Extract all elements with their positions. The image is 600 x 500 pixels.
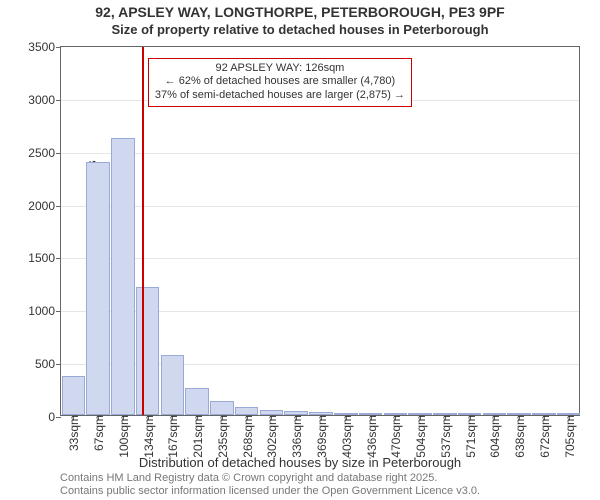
x-tick-label: 537sqm: [439, 415, 453, 458]
y-tick-label: 2000: [28, 199, 55, 213]
y-tick-label: 0: [48, 410, 55, 424]
x-tick-label: 134sqm: [142, 415, 156, 458]
y-tick-label: 3500: [28, 40, 55, 54]
x-axis-label: Distribution of detached houses by size …: [0, 455, 600, 470]
x-tick-label: 470sqm: [389, 415, 403, 458]
y-tick-label: 2500: [28, 146, 55, 160]
x-tick-label: 436sqm: [365, 415, 379, 458]
bar: [161, 355, 185, 415]
bar: [62, 376, 86, 415]
bar: [86, 162, 110, 415]
chart-container: 92, APSLEY WAY, LONGTHORPE, PETERBOROUGH…: [0, 0, 600, 500]
plot-area: 050010001500200025003000350033sqm67sqm10…: [60, 46, 580, 416]
footnote: Contains HM Land Registry data © Crown c…: [60, 472, 480, 498]
property-marker-line: [142, 47, 144, 415]
x-tick-label: 100sqm: [117, 415, 131, 458]
bar: [136, 287, 160, 415]
x-tick-label: 67sqm: [92, 415, 106, 451]
y-tick: [56, 417, 61, 418]
footnote-line-2: Contains public sector information licen…: [60, 485, 480, 498]
x-tick-label: 336sqm: [290, 415, 304, 458]
x-tick-label: 167sqm: [166, 415, 180, 458]
chart-title: 92, APSLEY WAY, LONGTHORPE, PETERBOROUGH…: [0, 4, 600, 38]
y-tick-label: 3000: [28, 93, 55, 107]
x-tick-label: 235sqm: [216, 415, 230, 458]
x-tick-label: 201sqm: [191, 415, 205, 458]
x-tick-label: 268sqm: [241, 415, 255, 458]
x-tick-label: 604sqm: [488, 415, 502, 458]
x-tick-label: 369sqm: [315, 415, 329, 458]
annotation-header: 92 APSLEY WAY: 126sqm: [155, 62, 405, 76]
footnote-line-1: Contains HM Land Registry data © Crown c…: [60, 472, 480, 485]
y-tick-label: 1000: [28, 304, 55, 318]
x-tick-label: 672sqm: [538, 415, 552, 458]
y-tick-label: 1500: [28, 251, 55, 265]
title-line-2: Size of property relative to detached ho…: [0, 22, 600, 38]
x-tick-label: 638sqm: [513, 415, 527, 458]
y-tick-label: 500: [35, 357, 55, 371]
x-tick-label: 571sqm: [464, 415, 478, 458]
bar: [111, 138, 135, 415]
title-line-1: 92, APSLEY WAY, LONGTHORPE, PETERBOROUGH…: [0, 4, 600, 22]
x-tick-label: 504sqm: [414, 415, 428, 458]
x-tick-label: 302sqm: [265, 415, 279, 458]
bar: [210, 401, 234, 415]
bar: [185, 388, 209, 415]
bar: [235, 407, 259, 415]
x-tick-label: 705sqm: [563, 415, 577, 458]
annotation-larger: 37% of semi-detached houses are larger (…: [155, 89, 405, 103]
x-tick-label: 33sqm: [67, 415, 81, 451]
annotation-box: 92 APSLEY WAY: 126sqm← 62% of detached h…: [148, 58, 412, 107]
annotation-smaller: ← 62% of detached houses are smaller (4,…: [155, 75, 405, 89]
x-tick-label: 403sqm: [340, 415, 354, 458]
